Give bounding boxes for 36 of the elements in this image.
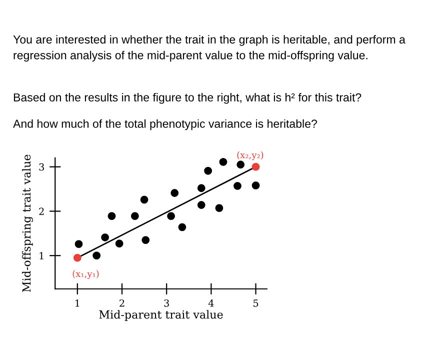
point [142,236,150,244]
point [130,212,139,220]
x-tick-label: 2 [120,299,124,307]
chart-title: You are interested in whether the trait in the graph is heritable, and perform a regression analysis of the mid-parent value to the mid-offspring value. [13,35,406,62]
y-tick-label: 3 [39,163,44,171]
y-tick-label: 1 [40,252,44,260]
point [178,223,186,232]
point [115,240,124,248]
point [252,182,260,190]
point [140,196,148,204]
point [215,204,224,212]
point [73,254,82,262]
text: And how much of the total phenotypic variance is heritable? [13,119,317,130]
x-axis-title: Mid-parent trait value [99,310,223,321]
point [204,166,212,175]
x-tick-label: 5 [253,300,258,307]
point [197,184,206,192]
point [219,158,228,166]
point [92,252,101,260]
point [234,182,242,190]
point [252,162,260,171]
point [167,212,175,220]
annotation: (x₁,y₁) [72,270,99,279]
x-tick-label: 1 [76,299,80,307]
chart-subtitle: Based on the results in the figure to the right, what is h² for this trait? [14,93,362,104]
point [197,201,206,209]
annotation: (x₂,y₂) [237,151,264,160]
x-tick-label: 3 [164,299,169,307]
point [101,233,110,242]
y-axis-title: Mid-offspring trait value [22,154,33,292]
x-tick-label: 4 [208,299,214,307]
point [236,160,245,169]
y-tick-label: 2 [39,208,44,215]
point [74,240,83,248]
point [170,189,179,197]
point [108,212,116,220]
